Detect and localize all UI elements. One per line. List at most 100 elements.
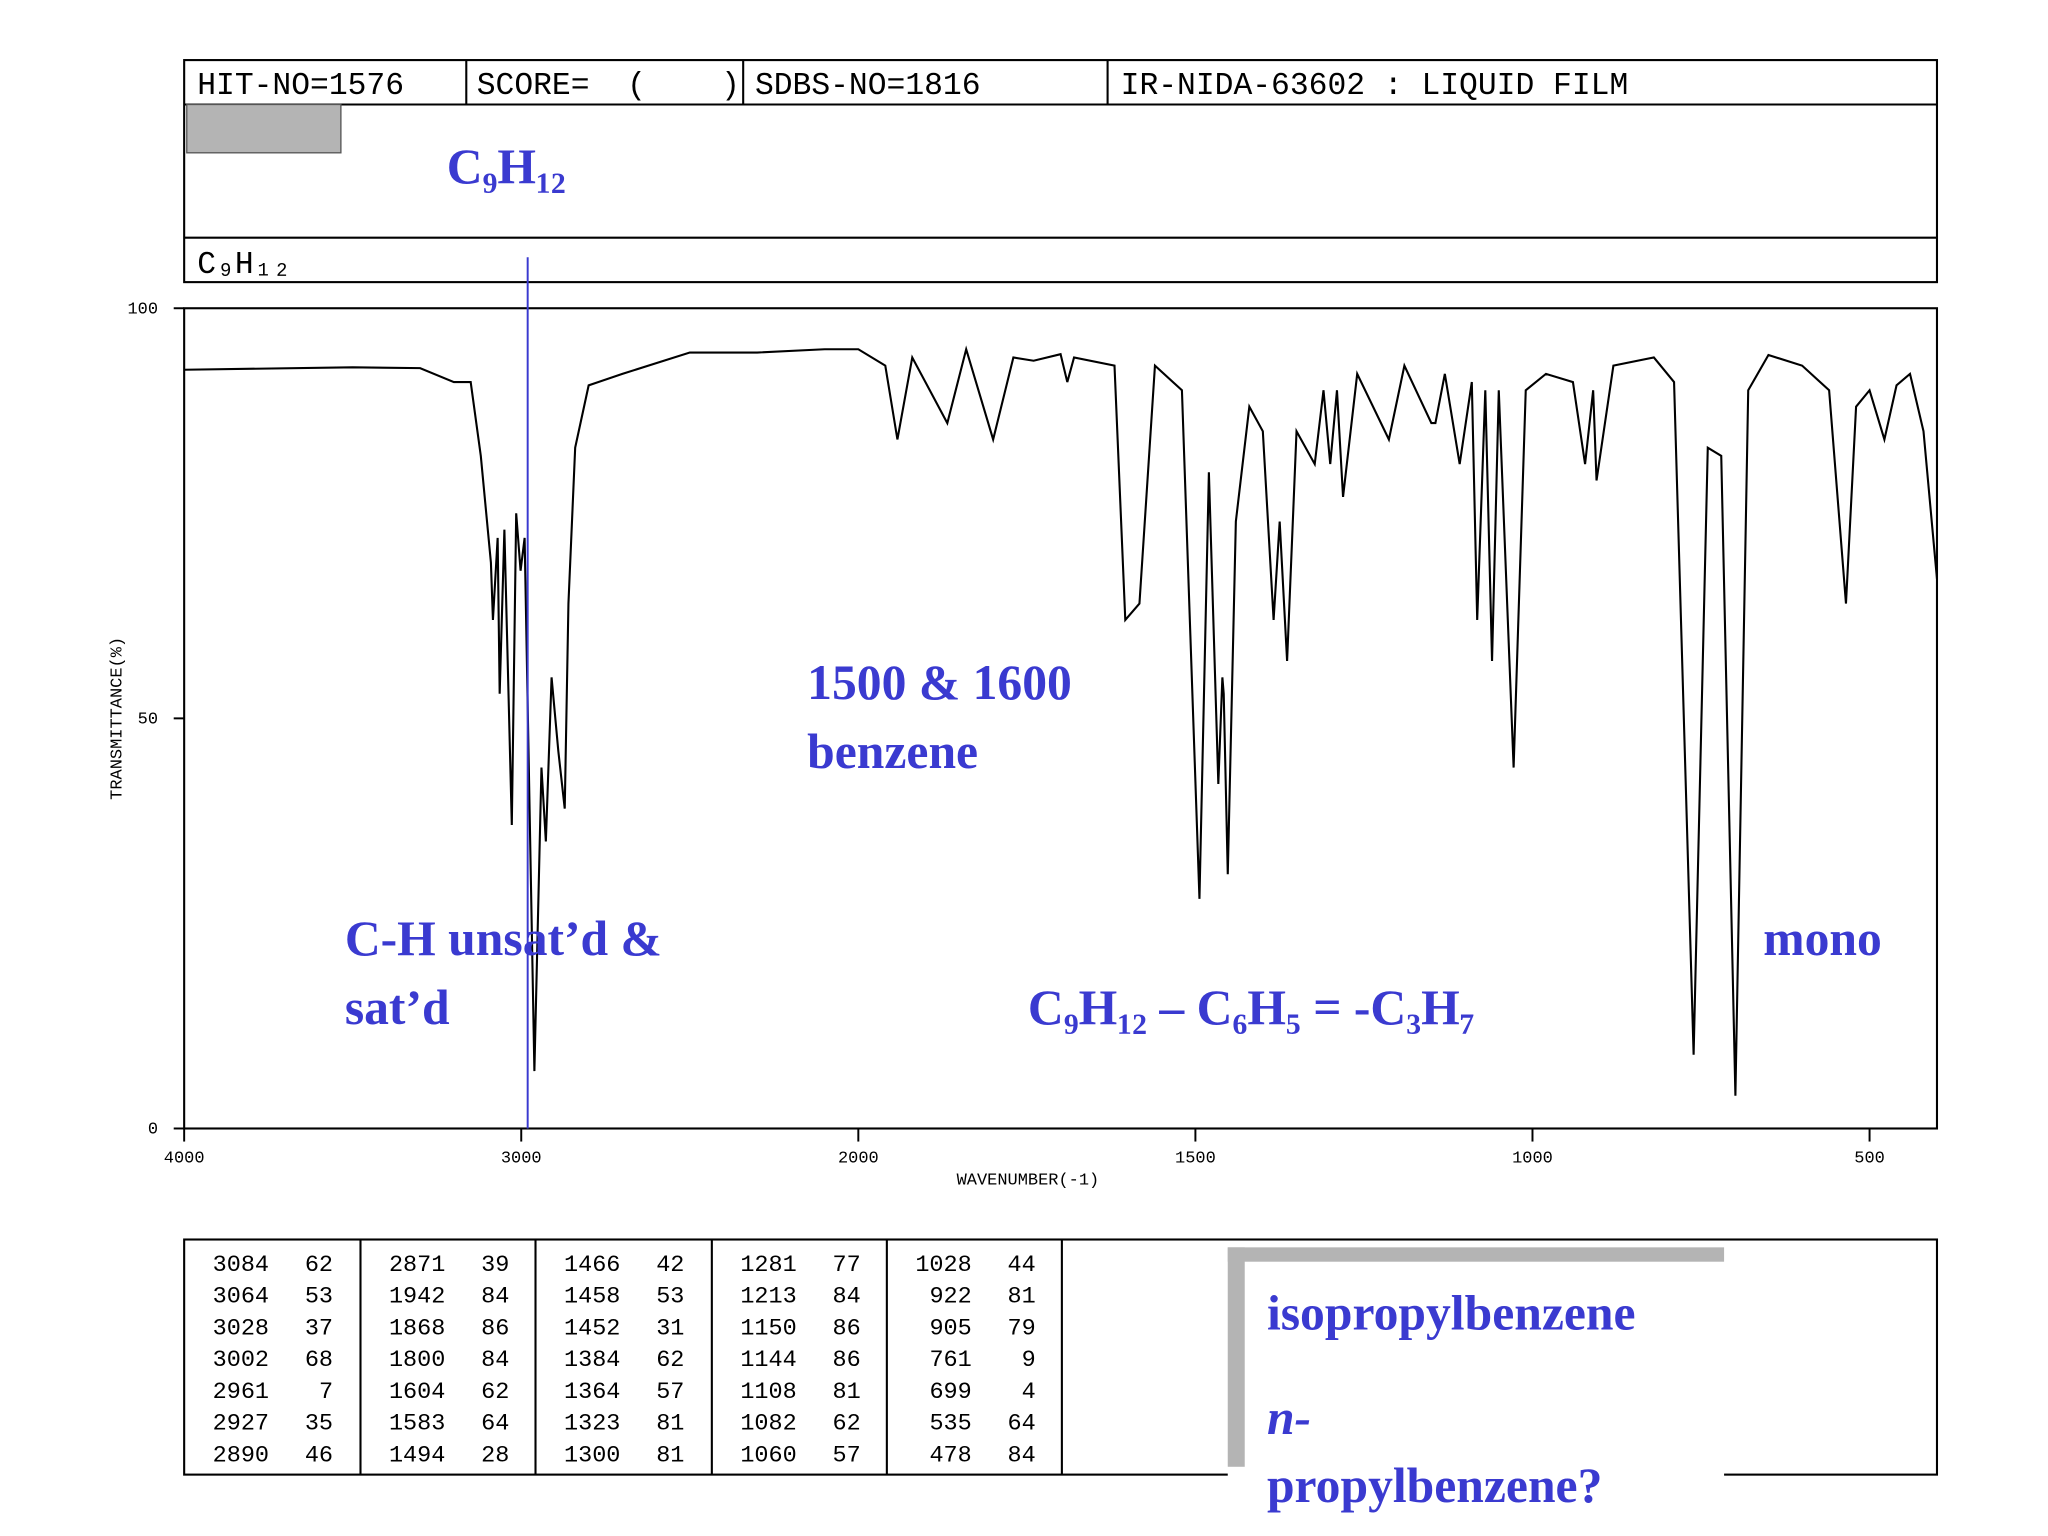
table-frame: [183, 1238, 1939, 1476]
peak-wavenumber: 2927: [213, 1411, 269, 1438]
peak-transmittance: 44: [1008, 1252, 1036, 1279]
peak-wavenumber: 1300: [564, 1442, 620, 1469]
y-tick-label: 50: [138, 711, 158, 730]
peak-wavenumber: 1213: [740, 1284, 796, 1311]
candidate: isopropylbenzene: [1267, 1286, 1636, 1341]
y-tick-label: 0: [148, 1121, 158, 1140]
peak-transmittance: 81: [833, 1379, 861, 1406]
peak-table: 3084 62 3064 53 3028 37 3002 68 2961 7 2927 35 2890 4…: [183, 1238, 1939, 1476]
peak-wavenumber: 2961: [213, 1379, 269, 1406]
peak-transmittance: 81: [1008, 1284, 1036, 1311]
peak-transmittance: 35: [305, 1411, 333, 1438]
x-tick-label: 1000: [1512, 1149, 1553, 1168]
peak-transmittance: 81: [656, 1411, 684, 1438]
peak-transmittance: 62: [481, 1379, 509, 1406]
peak-transmittance: 37: [305, 1315, 333, 1342]
annotations: 1500 & 1600 benzene C-H unsat’d & sat’d …: [345, 257, 1882, 1536]
peak-wavenumber: 1868: [389, 1315, 445, 1342]
peak-wavenumber: 1604: [389, 1379, 445, 1406]
peak-wavenumber: 905: [929, 1315, 971, 1342]
peak-transmittance: 31: [656, 1315, 684, 1342]
peak-wavenumber: 1384: [564, 1347, 620, 1374]
candidate-box: [1227, 1260, 1725, 1536]
formula-small: C₉H₁₂: [197, 248, 291, 283]
peak-transmittance: 9: [1022, 1347, 1036, 1374]
peak-wavenumber: 1060: [740, 1442, 796, 1469]
peak-transmittance: 64: [1008, 1411, 1036, 1438]
structure-placeholder: [186, 103, 342, 154]
annotation: benzene: [807, 724, 978, 779]
peak-transmittance: 77: [833, 1252, 861, 1279]
peak-transmittance: 84: [481, 1284, 509, 1311]
annotation: C-H unsat’d &: [345, 911, 662, 966]
peak-wavenumber: 1494: [389, 1442, 445, 1469]
score: SCORE= ( ): [477, 69, 740, 104]
peak-wavenumber: 1150: [740, 1315, 796, 1342]
peak-wavenumber: 1466: [564, 1252, 620, 1279]
peak-wavenumber: 2871: [389, 1252, 445, 1279]
peak-wavenumber: 3028: [213, 1315, 269, 1342]
peak-transmittance: 53: [305, 1284, 333, 1311]
peak-wavenumber: 1458: [564, 1284, 620, 1311]
x-tick-label: 1500: [1175, 1149, 1216, 1168]
peak-transmittance: 62: [305, 1252, 333, 1279]
peak-transmittance: 53: [656, 1284, 684, 1311]
annotation: sat’d: [345, 980, 450, 1035]
peak-wavenumber: 1452: [564, 1315, 620, 1342]
peak-transmittance: 86: [833, 1347, 861, 1374]
peak-wavenumber: 1800: [389, 1347, 445, 1374]
peak-wavenumber: 2890: [213, 1442, 269, 1469]
peak-wavenumber: 1028: [915, 1252, 971, 1279]
peak-transmittance: 84: [833, 1284, 861, 1311]
box-border: [1227, 1247, 1245, 1467]
box-border: [1227, 1247, 1725, 1262]
peak-wavenumber: 3002: [213, 1347, 269, 1374]
peak-wavenumber: 1082: [740, 1411, 796, 1438]
x-tick-label: 4000: [164, 1149, 205, 1168]
peak-wavenumber: 922: [929, 1284, 971, 1311]
peak-wavenumber: 1323: [564, 1411, 620, 1438]
peak-transmittance: 62: [833, 1411, 861, 1438]
peak-wavenumber: 478: [929, 1442, 971, 1469]
peak-wavenumber: 535: [929, 1411, 971, 1438]
peak-wavenumber: 1281: [740, 1252, 796, 1279]
x-tick-label: 3000: [501, 1149, 542, 1168]
y-tick-label: 100: [127, 300, 158, 319]
peak-transmittance: 28: [481, 1442, 509, 1469]
header-frame: [183, 59, 1939, 284]
peak-wavenumber: 1364: [564, 1379, 620, 1406]
peak-transmittance: 64: [481, 1411, 509, 1438]
x-tick-label: 500: [1854, 1149, 1885, 1168]
formula-large: C₉H₁₂: [447, 139, 566, 194]
peak-wavenumber: 1942: [389, 1284, 445, 1311]
hit-number: HIT-NO=1576: [197, 69, 404, 104]
x-tick-label: 2000: [838, 1149, 879, 1168]
candidate: propylbenzene?: [1267, 1458, 1602, 1513]
annotation: 1500 & 1600: [807, 655, 1072, 710]
peak-transmittance: 57: [656, 1379, 684, 1406]
peak-wavenumber: 1583: [389, 1411, 445, 1438]
spectrum-chart: TRANSMITTANCE(%) WAVENUMBER(-1) 0 50 100 40…: [108, 300, 1939, 1191]
peak-transmittance: 68: [305, 1347, 333, 1374]
sdbs-number: SDBS-NO=1816: [755, 69, 981, 104]
peak-wavenumber: 1108: [740, 1379, 796, 1406]
peak-transmittance: 46: [305, 1442, 333, 1469]
y-axis-label: TRANSMITTANCE(%): [108, 637, 127, 800]
peak-transmittance: 62: [656, 1347, 684, 1374]
peak-transmittance: 42: [656, 1252, 684, 1279]
spectrum-line: [184, 345, 1939, 1096]
peak-transmittance: 79: [1008, 1315, 1036, 1342]
peak-transmittance: 84: [1008, 1442, 1036, 1469]
x-axis-label: WAVENUMBER(-1): [957, 1172, 1100, 1191]
peak-wavenumber: 3084: [213, 1252, 269, 1279]
peak-wavenumber: 3064: [213, 1284, 269, 1311]
annotation: mono: [1763, 911, 1882, 966]
peak-transmittance: 81: [656, 1442, 684, 1469]
peak-transmittance: 57: [833, 1442, 861, 1469]
peak-wavenumber: 761: [929, 1347, 971, 1374]
peak-transmittance: 39: [481, 1252, 509, 1279]
peak-wavenumber: 1144: [740, 1347, 796, 1374]
peak-transmittance: 86: [833, 1315, 861, 1342]
peak-transmittance: 4: [1022, 1379, 1036, 1406]
